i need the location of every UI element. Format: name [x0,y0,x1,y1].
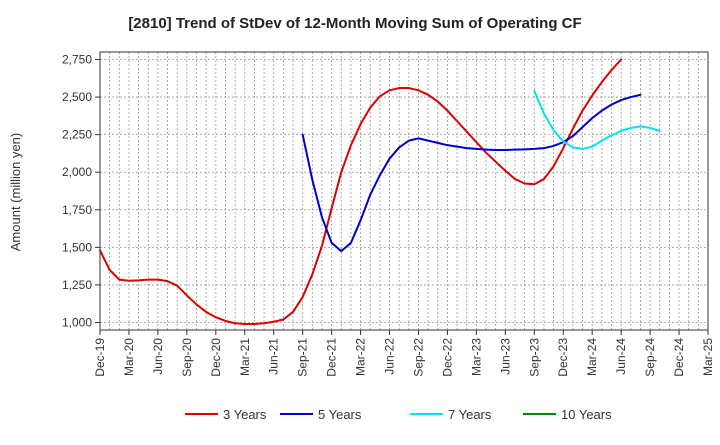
x-tick-label: Sep-24 [643,338,657,377]
y-tick-label: 1,250 [62,278,92,292]
legend: 3 Years 5 Years 7 Years 10 Years [185,407,612,422]
y-tick-label: 2,750 [62,53,92,67]
x-tick-label: Mar-23 [469,338,483,376]
legend-label: 10 Years [561,407,612,422]
y-tick-label: 1,000 [62,315,92,329]
plot-frame [99,51,709,331]
x-axis: Dec-19 Mar-20 Jun-20 Sep-20 Dec-20 Mar-21 Jun-… [93,330,715,377]
x-tick-label: Dec-24 [672,338,686,377]
x-tick-label: Jun-24 [614,338,628,375]
series-line-5-years [301,93,642,253]
x-tick-label: Mar-24 [585,338,599,376]
grid-layer [99,52,709,330]
series-line-3-years [99,58,623,325]
x-tick-label: Sep-22 [411,338,425,377]
x-tick-label: Sep-21 [296,338,310,377]
y-tick-label: 2,250 [62,128,92,142]
y-tick-label: 2,500 [62,90,92,104]
y-tick-label: 1,500 [62,240,92,254]
x-tick-label: Dec-22 [440,338,454,377]
legend-label: 3 Years [223,407,267,422]
x-tick-label: Mar-22 [354,338,368,376]
legend-label: 7 Years [448,407,492,422]
y-axis: 1,000 1,250 1,500 1,750 2,000 2,250 2,500 2,750 [62,53,100,329]
x-tick-label: Dec-23 [556,338,570,377]
x-tick-label: Dec-20 [209,338,223,377]
x-tick-label: Mar-20 [122,338,136,376]
x-tick-label: Dec-19 [93,338,107,377]
x-tick-label: Jun-21 [267,338,281,375]
x-tick-label: Jun-22 [383,338,397,375]
y-tick-label: 2,000 [62,165,92,179]
y-axis-label: Amount (million yen) [8,133,23,252]
x-tick-label: Sep-20 [180,338,194,377]
series-line-7-years [533,90,661,150]
x-tick-label: Jun-23 [498,338,512,375]
x-tick-label: Jun-20 [151,338,165,375]
series-layer [99,58,661,325]
chart-title: [2810] Trend of StDev of 12-Month Moving… [128,15,581,32]
x-tick-label: Sep-23 [527,338,541,377]
y-tick-label: 1,750 [62,203,92,217]
x-tick-label: Dec-21 [325,338,339,377]
x-tick-label: Mar-21 [238,338,252,376]
legend-label: 5 Years [318,407,362,422]
x-tick-label: Mar-25 [701,338,715,376]
